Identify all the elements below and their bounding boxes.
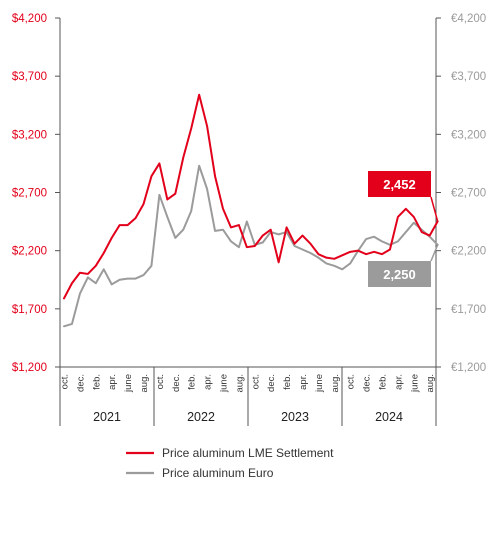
x-year-label: 2023 [281, 410, 309, 424]
y-left-tick-label: $1,200 [12, 362, 47, 374]
y-left-tick-label: $3,700 [12, 71, 47, 83]
x-month-tick-label: june [409, 374, 420, 393]
x-month-tick-label: feb. [187, 374, 198, 390]
series-line-usd [63, 93, 439, 300]
x-month-tick-label: apr. [107, 374, 118, 390]
y-left-tick-label: $2,700 [12, 188, 47, 200]
x-month-tick-label: dec. [362, 374, 373, 392]
x-month-tick-label: oct. [60, 374, 71, 389]
x-month-tick-label: june [123, 374, 134, 393]
series-line-eur [63, 164, 439, 328]
value-label-connector-eur [430, 244, 439, 262]
x-year-label: 2022 [187, 410, 215, 424]
y-right-tick-label: €3,200 [451, 129, 486, 141]
x-month-tick-label: apr. [203, 374, 214, 390]
x-month-tick-label: aug. [234, 374, 245, 393]
value-label-eur: 2,250 [383, 267, 416, 282]
x-month-tick-label: feb. [378, 374, 389, 390]
y-right-tick-label: €3,700 [451, 71, 486, 83]
y-left-tick-label: $4,200 [12, 13, 47, 25]
value-label-usd: 2,452 [383, 177, 416, 192]
x-month-tick-label: oct. [155, 374, 166, 389]
x-month-tick-label: dec. [75, 374, 86, 392]
y-right-tick-label: €2,200 [451, 246, 486, 258]
y-left-tick-label: $1,700 [12, 304, 47, 316]
y-right-tick-label: €1,700 [451, 304, 486, 316]
legend-label-eur: Price aluminum Euro [162, 466, 274, 480]
y-left-tick-label: $2,200 [12, 246, 47, 258]
value-label-box-eur [368, 261, 431, 287]
value-label-connector-usd [430, 196, 439, 222]
x-month-tick-label: oct. [346, 374, 357, 389]
x-month-tick-label: feb. [91, 374, 102, 390]
y-right-tick-label: €4,200 [451, 13, 486, 25]
x-month-tick-label: june [314, 374, 325, 393]
x-month-tick-label: oct. [250, 374, 261, 389]
y-left-tick-label: $3,200 [12, 129, 47, 141]
x-year-label: 2024 [375, 410, 403, 424]
value-label-box-usd [368, 171, 431, 197]
x-month-tick-label: apr. [298, 374, 309, 390]
x-month-tick-label: feb. [282, 374, 293, 390]
x-month-tick-label: aug. [425, 374, 436, 393]
x-month-tick-label: dec. [171, 374, 182, 392]
y-right-tick-label: €2,700 [451, 188, 486, 200]
x-month-tick-label: dec. [266, 374, 277, 392]
x-month-tick-label: june [219, 374, 230, 393]
x-month-tick-label: apr. [393, 374, 404, 390]
x-year-label: 2021 [93, 410, 121, 424]
legend-label-usd: Price aluminum LME Settlement [162, 446, 334, 460]
x-month-tick-label: aug. [139, 374, 150, 393]
x-month-tick-label: aug. [330, 374, 341, 393]
y-right-tick-label: €1,200 [451, 362, 486, 374]
